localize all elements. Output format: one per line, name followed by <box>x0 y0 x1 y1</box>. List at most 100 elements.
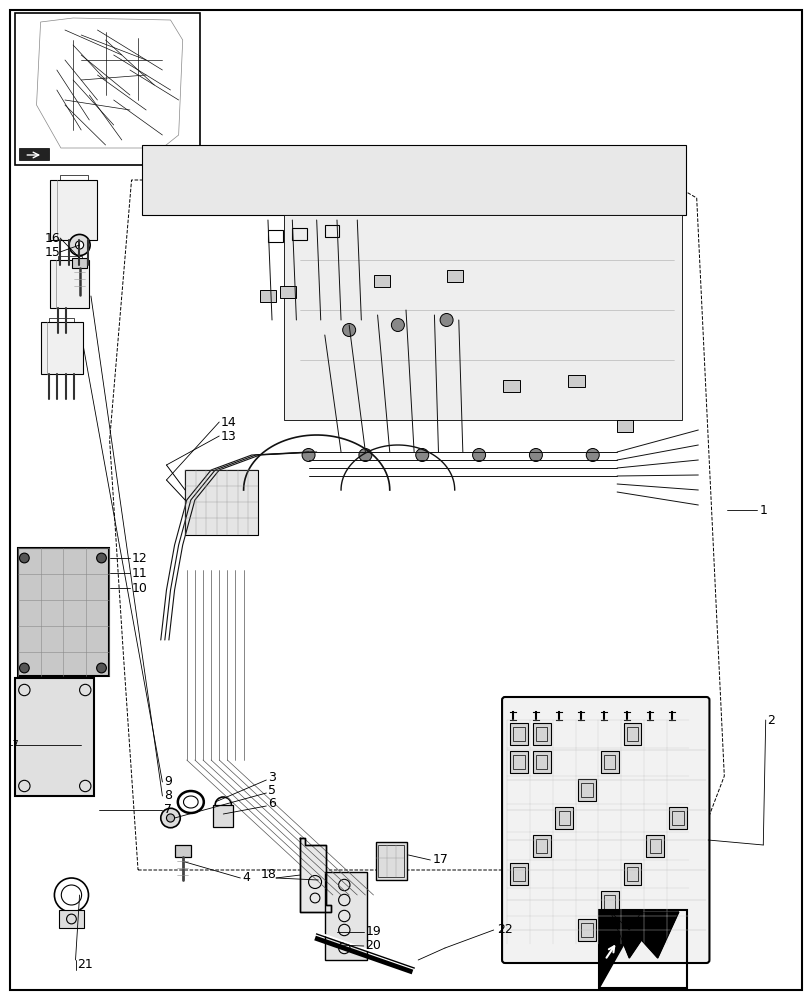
Text: 7: 7 <box>164 803 172 816</box>
Bar <box>503 380 519 392</box>
Circle shape <box>415 449 428 461</box>
Text: 22: 22 <box>496 923 512 936</box>
Circle shape <box>302 449 315 461</box>
Text: 14: 14 <box>221 416 236 428</box>
Bar <box>15 678 94 796</box>
Polygon shape <box>610 912 678 958</box>
Bar <box>280 286 296 298</box>
Circle shape <box>69 234 90 256</box>
Text: 20: 20 <box>365 939 381 952</box>
Bar <box>535 755 547 769</box>
Text: 3: 3 <box>268 771 276 784</box>
Circle shape <box>529 449 542 461</box>
Bar <box>577 779 595 801</box>
Polygon shape <box>599 910 642 988</box>
Bar <box>59 910 84 928</box>
Bar <box>324 225 339 237</box>
Text: 16: 16 <box>45 232 60 244</box>
Text: 19: 19 <box>365 925 380 938</box>
Bar <box>373 275 389 287</box>
Bar <box>558 811 569 825</box>
Bar <box>603 755 615 769</box>
Bar <box>49 318 75 322</box>
Bar <box>535 839 547 853</box>
Text: 5: 5 <box>268 784 276 797</box>
Bar <box>532 723 550 745</box>
Bar <box>668 807 686 829</box>
Bar <box>599 910 686 988</box>
Text: 9: 9 <box>164 775 172 788</box>
Circle shape <box>440 314 453 326</box>
Bar <box>555 807 573 829</box>
Bar <box>268 230 282 242</box>
Circle shape <box>586 449 599 461</box>
Circle shape <box>358 449 371 461</box>
Bar <box>600 891 618 913</box>
Text: 6: 6 <box>268 797 276 810</box>
Circle shape <box>75 241 84 249</box>
Bar <box>260 290 276 302</box>
Bar <box>509 863 527 885</box>
Bar <box>616 420 633 432</box>
Circle shape <box>19 553 29 563</box>
Bar <box>623 863 641 885</box>
Text: 21: 21 <box>77 958 92 971</box>
Bar <box>50 260 89 308</box>
Bar <box>581 923 592 937</box>
Bar <box>509 723 527 745</box>
Circle shape <box>97 553 106 563</box>
Text: 15: 15 <box>44 245 60 258</box>
Text: 1: 1 <box>758 504 766 516</box>
Polygon shape <box>142 145 685 215</box>
Text: 4: 4 <box>242 871 250 884</box>
Bar <box>603 895 615 909</box>
Bar <box>41 322 83 374</box>
Bar <box>600 751 618 773</box>
Bar <box>375 842 406 880</box>
Bar <box>60 175 88 180</box>
Bar <box>577 919 595 941</box>
Circle shape <box>97 663 106 673</box>
Bar <box>18 548 109 676</box>
Bar <box>212 805 233 827</box>
Text: 13: 13 <box>221 430 236 442</box>
Bar <box>292 228 307 240</box>
Bar <box>535 727 547 741</box>
Text: 11: 11 <box>131 567 147 580</box>
Bar <box>532 751 550 773</box>
Bar <box>509 751 527 773</box>
Circle shape <box>472 449 485 461</box>
Polygon shape <box>19 148 49 160</box>
Bar <box>174 845 191 857</box>
Bar <box>649 839 660 853</box>
Circle shape <box>342 324 355 336</box>
Text: 17: 17 <box>432 853 448 866</box>
FancyBboxPatch shape <box>501 697 709 963</box>
Text: -7: -7 <box>10 740 19 750</box>
Bar <box>672 811 683 825</box>
Bar <box>15 13 200 165</box>
Text: 12: 12 <box>131 552 147 564</box>
Polygon shape <box>300 838 331 912</box>
Text: 2: 2 <box>766 714 775 726</box>
Text: 18: 18 <box>260 868 276 881</box>
Bar <box>532 835 550 857</box>
Bar <box>185 470 258 535</box>
Bar <box>646 835 663 857</box>
Bar <box>626 867 637 881</box>
Bar <box>626 727 637 741</box>
Bar <box>58 256 81 260</box>
Text: 8: 8 <box>164 789 172 802</box>
Circle shape <box>166 814 174 822</box>
Bar <box>623 723 641 745</box>
Bar <box>324 872 367 960</box>
Bar <box>581 783 592 797</box>
Bar <box>513 867 524 881</box>
Polygon shape <box>284 215 681 420</box>
Bar <box>72 258 87 268</box>
Bar <box>568 375 584 387</box>
Bar <box>50 180 97 240</box>
Circle shape <box>161 808 180 828</box>
Bar <box>513 755 524 769</box>
Circle shape <box>391 319 404 331</box>
